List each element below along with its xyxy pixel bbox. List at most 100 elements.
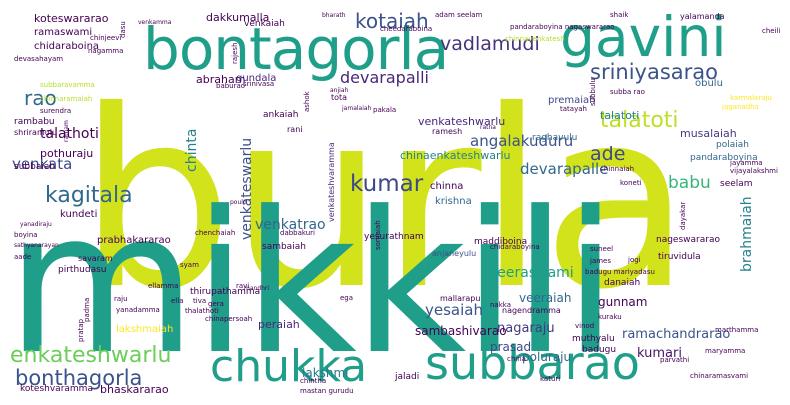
word-cloud-word: angalakuduru xyxy=(470,132,574,150)
word-cloud-word: rao xyxy=(24,86,57,110)
word-cloud-word: bharath xyxy=(322,12,346,19)
word-cloud-word: chinnaramaiah xyxy=(40,95,93,103)
word-cloud-word: jayamma xyxy=(730,159,763,167)
word-cloud-word: mikkili xyxy=(6,170,618,398)
word-cloud-word: ankaiah xyxy=(263,110,299,120)
word-cloud-word: kumari xyxy=(637,346,682,361)
word-cloud-word: ramaswami xyxy=(34,27,93,38)
word-cloud-word: subbulu xyxy=(589,78,597,106)
word-cloud-word: venkateshvaramma xyxy=(327,142,336,222)
word-cloud-word: mallarapu xyxy=(440,294,481,303)
word-cloud-word: talatoti xyxy=(600,108,679,133)
word-cloud-word: koteswararao xyxy=(34,12,109,25)
word-cloud-word: raju xyxy=(114,295,128,303)
word-cloud-word: devasahayam xyxy=(14,55,64,63)
word-cloud-word: venkatrao xyxy=(255,217,326,233)
word-cloud-word: lakshmaiah xyxy=(116,324,174,335)
word-cloud-word: marthamma xyxy=(715,326,759,334)
word-cloud-word: jaladi xyxy=(395,372,420,382)
word-cloud-word: peraiah xyxy=(258,318,300,331)
word-cloud-word: subbarao xyxy=(425,336,640,390)
word-cloud-word: chidaraboina xyxy=(34,41,100,52)
word-cloud-word: rambabu xyxy=(14,117,55,127)
word-cloud-word: chidaraboyina xyxy=(490,243,540,251)
word-cloud-word: ratnam xyxy=(63,120,70,142)
word-cloud-word: ratna xyxy=(480,124,496,131)
word-cloud-word: veeraiah xyxy=(519,291,572,305)
word-cloud-word: yalamanda xyxy=(680,12,725,21)
word-cloud-word: chinaramasvami xyxy=(690,372,749,380)
word-cloud-word: jaganadha xyxy=(722,103,759,111)
word-cloud-word: vadlamudi xyxy=(440,33,540,55)
word-cloud-word: obulu xyxy=(695,78,723,89)
word-cloud-word: padma xyxy=(83,297,91,322)
word-cloud-word: prabhakararao xyxy=(97,235,171,246)
word-cloud-word: shaik xyxy=(610,11,629,19)
word-cloud-word: gera xyxy=(208,300,224,308)
word-cloud-word: bhaskararao xyxy=(100,383,169,396)
word-cloud-word: chinna xyxy=(430,181,464,192)
word-cloud-word: ashok xyxy=(303,91,311,112)
word-cloud-word: ramesh xyxy=(432,127,463,136)
word-cloud-word: nakka xyxy=(490,301,511,309)
word-cloud-word: krishna xyxy=(435,196,472,207)
word-cloud-word: tiva xyxy=(193,297,207,305)
word-cloud-word: pratap xyxy=(77,318,85,342)
word-cloud-word: parvathi xyxy=(660,356,690,364)
word-cloud-word: chinnavenkatesh xyxy=(505,35,565,43)
word-cloud-word: brahmaiah xyxy=(739,196,755,272)
word-cloud-word: syam xyxy=(180,261,199,269)
word-cloud-word: raghavulu xyxy=(532,133,578,143)
word-cloud-word: badugu xyxy=(582,345,617,355)
word-cloud-word: venkata xyxy=(12,155,73,173)
word-cloud-word: nagamma xyxy=(88,47,124,55)
word-cloud-word: yesaiah xyxy=(425,301,483,319)
word-cloud-word: pothuraju xyxy=(40,147,94,160)
word-cloud-word: koteshvaramma xyxy=(20,384,93,394)
word-cloud-word: prasad xyxy=(490,340,532,354)
word-cloud-word: sambashivarao xyxy=(415,324,507,338)
word-cloud-word: ellamma xyxy=(148,282,179,290)
word-cloud-word: surendra xyxy=(40,107,72,115)
word-cloud-word: somaiah xyxy=(374,220,382,250)
word-cloud-word: burla xyxy=(78,58,692,343)
word-cloud-word: pandaraboyina nagaswararao xyxy=(510,23,615,31)
word-cloud-word: kotaiah xyxy=(355,9,429,33)
word-cloud-word: anjaneyulu xyxy=(432,249,477,258)
word-cloud-word: chinapersoah xyxy=(205,315,253,323)
word-cloud-word: talatoti xyxy=(600,109,640,122)
word-cloud-word: devarapalli xyxy=(340,68,429,87)
word-cloud-word: poluraju xyxy=(522,350,572,364)
word-cloud-word: boyina xyxy=(14,231,38,239)
word-cloud-word: lakshmi xyxy=(302,366,349,380)
word-cloud-word: kumar xyxy=(350,171,424,197)
word-cloud-word: james xyxy=(590,257,612,265)
word-cloud-word: danaiah xyxy=(604,278,641,288)
word-cloud-word: baburao xyxy=(216,82,246,90)
word-cloud-word: kundeti xyxy=(60,209,98,220)
word-cloud-word: gavini xyxy=(560,5,727,69)
word-cloud-word: dabbakuri xyxy=(280,229,316,237)
word-cloud-word: china xyxy=(507,355,526,363)
word-cloud-word: thirupathamma xyxy=(190,287,261,297)
word-cloud-word: tiruvidula xyxy=(658,252,701,262)
word-cloud-word: dasu xyxy=(119,21,127,38)
word-cloud-word: musalaiah xyxy=(680,127,737,140)
word-cloud-word: ravi xyxy=(236,282,250,290)
word-cloud-word: premaiah xyxy=(548,95,596,106)
word-cloud-word: badugu mariyadasu xyxy=(585,268,655,276)
word-cloud-word: pirthudasu xyxy=(58,265,107,275)
word-cloud-word: shriramulu xyxy=(14,128,58,137)
word-cloud-word: rani xyxy=(287,125,303,134)
word-cloud-word: veeraswami xyxy=(489,265,574,281)
word-cloud-word: subba rao xyxy=(610,88,645,96)
word-cloud-word: maryamma xyxy=(705,347,746,355)
word-cloud-word: sambaiah xyxy=(262,242,306,252)
word-cloud-word: chinjeevi xyxy=(90,34,122,42)
word-cloud-word: rajesh xyxy=(231,42,239,64)
word-cloud-word: gundala xyxy=(236,73,277,84)
word-cloud-word: suneel xyxy=(590,245,614,253)
word-cloud-word: kuraku xyxy=(598,313,622,321)
word-cloud-word: tatayah xyxy=(560,105,587,113)
word-cloud-word: sriniyasarao xyxy=(590,60,719,84)
